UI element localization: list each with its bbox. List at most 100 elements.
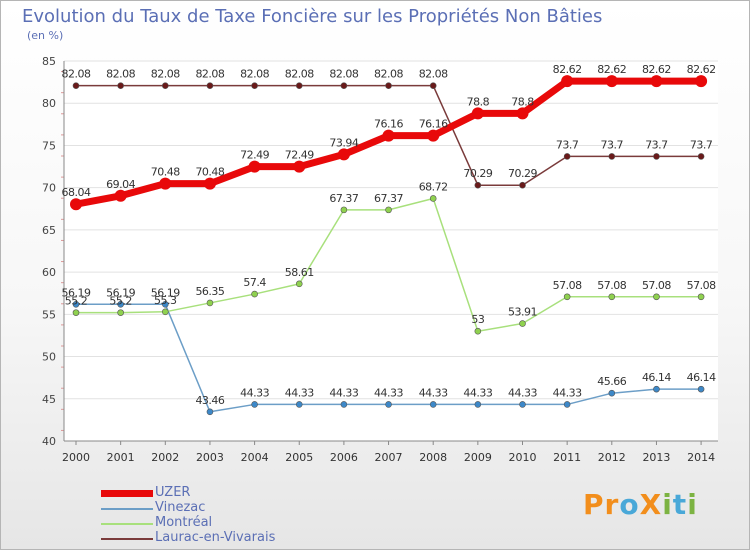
y-tick-label: 50: [42, 351, 56, 364]
data-point: [519, 401, 526, 408]
data-point: [474, 327, 482, 335]
data-point: [697, 385, 705, 393]
legend-label: Vinezac: [155, 500, 206, 515]
data-label: 55.2: [65, 295, 88, 308]
data-point: [519, 320, 526, 327]
data-point: [382, 129, 395, 142]
data-label: 73.7: [645, 138, 668, 151]
data-point: [295, 280, 303, 288]
legend-swatch-vinezac: [101, 508, 153, 510]
x-tick-label: 2003: [196, 451, 224, 464]
data-label: 82.62: [642, 63, 671, 76]
data-label: 56.35: [195, 285, 224, 298]
data-point: [251, 82, 258, 89]
x-tick-label: 2013: [642, 451, 670, 464]
data-point: [251, 401, 258, 408]
data-label: 67.37: [374, 192, 403, 205]
data-point: [429, 195, 437, 202]
data-label: 82.62: [553, 63, 582, 76]
data-point: [340, 206, 348, 214]
data-label: 55.2: [109, 295, 132, 308]
data-point: [474, 401, 482, 408]
data-label: 82.62: [597, 63, 626, 76]
data-point: [653, 153, 660, 160]
x-tick-label: 2007: [375, 451, 403, 464]
data-label: 57.08: [642, 279, 671, 292]
data-point: [429, 82, 437, 89]
data-point: [206, 408, 214, 416]
data-label: 82.08: [151, 68, 180, 81]
data-label: 46.14: [687, 371, 716, 384]
y-tick-label: 40: [42, 435, 56, 448]
data-label: 82.08: [374, 68, 403, 81]
x-tick-label: 2000: [62, 451, 90, 464]
data-label: 44.33: [553, 386, 582, 399]
data-point: [653, 293, 660, 301]
data-label: 43.46: [195, 394, 224, 407]
data-point: [72, 82, 80, 89]
data-label: 44.33: [419, 386, 448, 399]
y-tick-label: 60: [42, 266, 56, 279]
data-label: 73.7: [556, 138, 579, 151]
data-point: [340, 82, 348, 89]
y-tick-label: 55: [42, 308, 56, 321]
data-point: [608, 389, 616, 397]
data-label: 57.4: [243, 276, 266, 289]
logo-letter: i: [687, 488, 698, 521]
legend-swatch-laurac: [101, 538, 153, 540]
y-tick-label: 65: [42, 224, 56, 237]
data-point: [162, 82, 169, 89]
x-tick-label: 2009: [464, 451, 492, 464]
data-label: 82.62: [687, 63, 716, 76]
x-tick-label: 2010: [509, 451, 537, 464]
data-point: [561, 75, 574, 88]
x-tick-label: 2014: [687, 451, 715, 464]
data-point: [429, 401, 437, 408]
data-point: [117, 82, 124, 89]
y-tick-label: 80: [42, 97, 56, 110]
data-point: [697, 153, 705, 160]
logo-letter: i: [662, 488, 673, 521]
data-label: 56.19: [106, 286, 135, 299]
data-label: 76.16: [419, 118, 448, 131]
data-point: [70, 198, 82, 211]
data-label: 78.8: [467, 95, 490, 108]
data-point: [653, 385, 660, 393]
data-point: [248, 160, 261, 173]
x-tick-label: 2008: [419, 451, 447, 464]
data-label: 55.3: [154, 294, 177, 307]
data-label: 82.08: [419, 68, 448, 81]
data-label: 82.08: [329, 68, 358, 81]
data-point: [516, 107, 529, 120]
legend-label: UZER: [155, 485, 191, 500]
data-point: [519, 181, 526, 189]
data-point: [474, 181, 482, 189]
data-point: [427, 129, 440, 142]
data-label: 44.33: [374, 386, 403, 399]
data-point: [385, 82, 392, 89]
data-label: 68.72: [419, 180, 448, 193]
data-point: [695, 75, 708, 88]
data-point: [605, 75, 618, 88]
data-label: 46.14: [642, 371, 671, 384]
data-point: [650, 75, 663, 88]
logo-letter: P: [583, 488, 605, 521]
data-point: [206, 299, 214, 307]
chart-title: Evolution du Taux de Taxe Foncière sur l…: [22, 6, 603, 27]
data-label: 73.7: [601, 138, 624, 151]
data-label: 82.08: [285, 68, 314, 81]
data-label: 44.33: [240, 386, 269, 399]
y-axis-unit: (en %): [27, 29, 64, 42]
data-point: [117, 300, 124, 308]
data-label: 57.08: [687, 279, 716, 292]
data-label: 56.19: [151, 286, 180, 299]
data-point: [206, 82, 214, 89]
data-label: 73.94: [329, 136, 358, 149]
data-label: 53.91: [508, 306, 537, 319]
data-point: [385, 206, 392, 214]
data-label: 68.04: [62, 186, 91, 199]
legend-swatch-uzer: [101, 490, 153, 497]
x-tick-label: 2002: [151, 451, 179, 464]
data-label: 57.08: [597, 279, 626, 292]
